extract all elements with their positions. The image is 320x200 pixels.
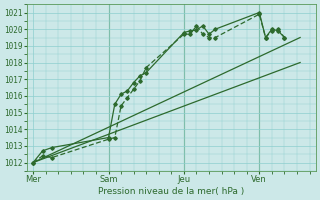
X-axis label: Pression niveau de la mer( hPa ): Pression niveau de la mer( hPa ) — [98, 187, 244, 196]
